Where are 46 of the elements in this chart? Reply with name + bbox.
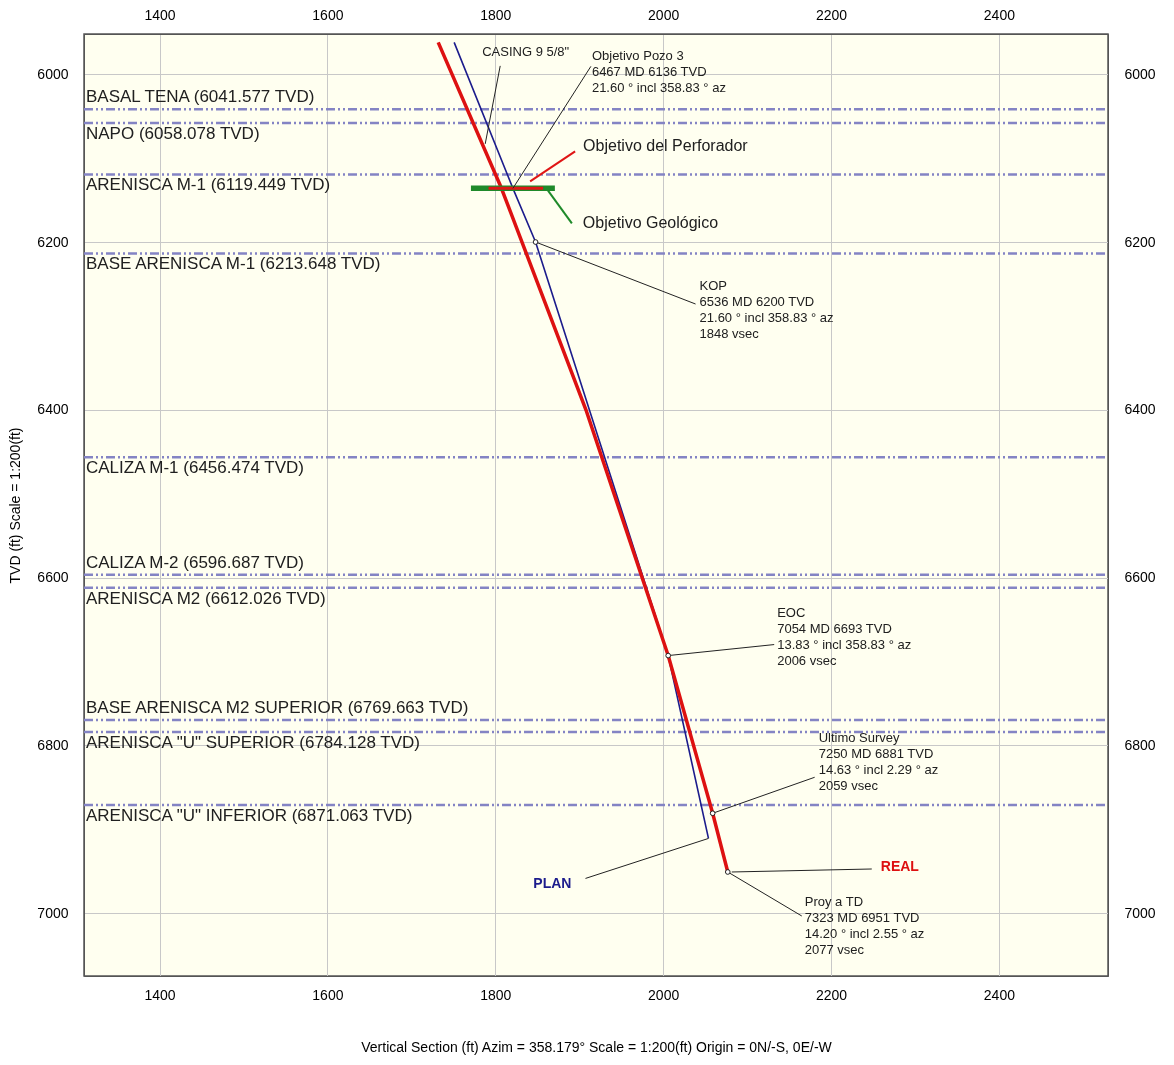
x2-tick-label: 1600 (312, 6, 344, 23)
annotation: EOC 7054 MD 6693 TVD 13.83 ° incl 358.83 ° az 2006 vsec (777, 604, 912, 668)
y2-tick-label: 6400 (1124, 401, 1156, 418)
annotation: Ultimo Survey 7250 MD 6881 TVD 14.63 ° incl 2.29 ° az 2059 vsec (818, 730, 939, 794)
ref-line-label: CALIZA M-1 (6456.474 TVD) (86, 458, 304, 478)
annotation: Proy a TD 7323 MD 6951 TVD 14.20 ° incl 2.55 ° az 2077 vsec (804, 893, 925, 957)
y2-tick-label: 6800 (1124, 736, 1156, 753)
ref-line-label: BASE ARENISCA M2 SUPERIOR (6769.663 TVD) (86, 697, 469, 717)
x2-tick-label: 2200 (815, 6, 848, 23)
y-axis-title: TVD (ft) Scale = 1:200(ft) (7, 427, 24, 584)
ref-line-label: ARENISCA M-1 (6119.449 TVD) (86, 175, 331, 195)
y-tick-label: 7000 (37, 904, 69, 921)
x-tick-label: 1800 (480, 986, 512, 1003)
text: Objetivo del Perforador (583, 137, 749, 155)
y2-tick-label: 6200 (1124, 233, 1156, 250)
ref-line-label: ARENISCA "U" SUPERIOR (6784.128 TVD) (86, 733, 420, 753)
x-tick-label: 2400 (983, 986, 1016, 1003)
y-tick-label: 6200 (37, 233, 69, 250)
ref-line-label: ARENISCA "U" INFERIOR (6871.063 TVD) (86, 805, 413, 825)
text: REAL (880, 857, 920, 874)
x-axis-title: Vertical Section (ft) Azim = 358.179° Scale = 1:200(ft) Origin = 0N/-S, 0E/-W (361, 1038, 833, 1055)
ref-line-label: NAPO (6058.078 TVD) (86, 123, 260, 143)
x2-tick-label: 1800 (480, 6, 512, 23)
x2-tick-label: 2400 (983, 6, 1016, 23)
ref-line-label: BASE ARENISCA M-1 (6213.648 TVD) (86, 254, 381, 274)
x-tick-label: 1600 (312, 986, 344, 1003)
y-tick-label: 6400 (37, 401, 69, 418)
x-tick-label: 2200 (815, 986, 848, 1003)
x-tick-label: 2000 (648, 986, 680, 1003)
text: PLAN (533, 875, 572, 892)
y2-tick-label: 7000 (1124, 904, 1156, 921)
x2-tick-label: 1400 (144, 6, 176, 23)
y2-tick-label: 6000 (1124, 65, 1156, 82)
y-tick-label: 6600 (37, 569, 69, 586)
x2-tick-label: 2000 (648, 6, 680, 23)
x-tick-label: 1400 (144, 986, 176, 1003)
annotation: Objetivo Pozo 3 6467 MD 6136 TVD 21.60 ° incl 358.83 ° az (591, 48, 726, 96)
ref-line-label: BASAL TENA (6041.577 TVD) (86, 87, 315, 107)
y2-tick-label: 6600 (1124, 569, 1156, 586)
annotation: KOP 6536 MD 6200 TVD 21.60 ° incl 358.83 ° az 1848 vsec (699, 278, 834, 342)
annotation: CASING 9 5/8" (482, 43, 570, 59)
y-tick-label: 6000 (37, 65, 69, 82)
text: Objetivo Geológico (582, 214, 719, 232)
y-tick-label: 6800 (37, 736, 69, 753)
ref-line-label: ARENISCA M2 (6612.026 TVD) (86, 588, 326, 608)
ref-line-label: CALIZA M-2 (6596.687 TVD) (86, 552, 304, 572)
